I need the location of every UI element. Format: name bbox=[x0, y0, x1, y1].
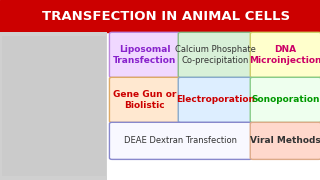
Text: Sonoporation: Sonoporation bbox=[251, 95, 320, 104]
FancyBboxPatch shape bbox=[109, 122, 252, 159]
Text: Calcium Phosphate
Co-precipitation: Calcium Phosphate Co-precipitation bbox=[175, 45, 256, 65]
FancyBboxPatch shape bbox=[250, 122, 320, 159]
FancyBboxPatch shape bbox=[0, 32, 107, 180]
Text: Viral Methods: Viral Methods bbox=[250, 136, 320, 145]
Text: Electroporation: Electroporation bbox=[176, 95, 255, 104]
Text: TRANSFECTION IN ANIMAL CELLS: TRANSFECTION IN ANIMAL CELLS bbox=[42, 10, 291, 23]
FancyBboxPatch shape bbox=[109, 32, 180, 77]
Text: DNA
Microinjection: DNA Microinjection bbox=[249, 45, 320, 65]
Text: DEAE Dextran Transfection: DEAE Dextran Transfection bbox=[124, 136, 237, 145]
FancyBboxPatch shape bbox=[0, 0, 320, 32]
FancyBboxPatch shape bbox=[178, 77, 252, 122]
FancyBboxPatch shape bbox=[109, 77, 180, 122]
FancyBboxPatch shape bbox=[250, 32, 320, 77]
Text: Liposomal
Transfection: Liposomal Transfection bbox=[113, 45, 177, 65]
FancyBboxPatch shape bbox=[2, 36, 106, 176]
FancyBboxPatch shape bbox=[178, 32, 252, 77]
Text: Gene Gun or
Biolistic: Gene Gun or Biolistic bbox=[113, 90, 177, 110]
FancyBboxPatch shape bbox=[250, 77, 320, 122]
